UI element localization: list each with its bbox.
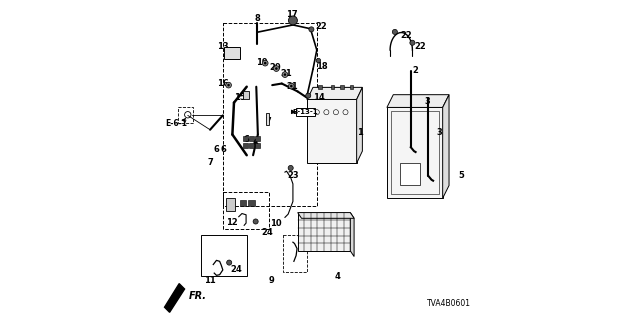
Bar xyxy=(223,23,317,206)
Bar xyxy=(399,163,420,186)
Bar xyxy=(298,212,350,251)
Bar xyxy=(318,85,321,89)
Circle shape xyxy=(289,83,294,89)
Text: 6: 6 xyxy=(253,139,259,148)
Text: 10: 10 xyxy=(269,219,281,228)
Text: 1: 1 xyxy=(357,128,363,137)
Text: 6: 6 xyxy=(221,145,227,154)
Bar xyxy=(249,143,254,148)
Text: 22: 22 xyxy=(415,42,426,52)
Text: 13: 13 xyxy=(217,42,228,52)
Text: 23: 23 xyxy=(287,171,299,180)
Circle shape xyxy=(284,73,286,76)
Text: B-13-1: B-13-1 xyxy=(292,109,318,115)
Text: 9: 9 xyxy=(269,276,275,285)
Text: 18: 18 xyxy=(316,62,328,71)
Text: 11: 11 xyxy=(204,276,216,285)
Circle shape xyxy=(262,60,268,66)
Text: FR.: FR. xyxy=(189,292,207,301)
Bar xyxy=(226,197,235,211)
Text: 14: 14 xyxy=(314,93,325,102)
Circle shape xyxy=(275,67,278,70)
Circle shape xyxy=(309,27,314,32)
Text: 2: 2 xyxy=(413,66,419,75)
Text: 5: 5 xyxy=(459,171,465,180)
Text: 12: 12 xyxy=(227,218,238,227)
Circle shape xyxy=(227,84,230,86)
Bar xyxy=(349,85,353,89)
Polygon shape xyxy=(298,212,354,218)
Polygon shape xyxy=(387,95,449,108)
Text: 7: 7 xyxy=(266,116,271,126)
Polygon shape xyxy=(164,284,184,312)
Text: 16: 16 xyxy=(217,79,228,88)
Circle shape xyxy=(392,29,397,35)
Text: 20: 20 xyxy=(269,63,281,72)
Text: 8: 8 xyxy=(254,14,260,23)
Text: 6: 6 xyxy=(214,145,220,154)
Text: 7: 7 xyxy=(207,158,213,167)
Bar xyxy=(266,113,269,125)
Bar xyxy=(200,235,246,276)
Bar xyxy=(284,235,307,271)
Text: 21: 21 xyxy=(280,69,292,78)
Text: 22: 22 xyxy=(400,31,412,40)
Bar xyxy=(330,85,334,89)
Text: 6: 6 xyxy=(243,135,249,144)
Bar xyxy=(391,111,439,195)
Text: E-6-1: E-6-1 xyxy=(165,119,187,128)
Bar xyxy=(243,91,248,100)
Circle shape xyxy=(264,62,266,64)
Polygon shape xyxy=(443,95,449,198)
Bar xyxy=(249,136,254,140)
Polygon shape xyxy=(350,212,354,257)
Bar xyxy=(255,143,260,148)
Text: TVA4B0601: TVA4B0601 xyxy=(428,299,471,308)
Bar xyxy=(248,200,255,205)
Bar xyxy=(178,108,193,123)
FancyBboxPatch shape xyxy=(296,108,315,116)
Circle shape xyxy=(290,85,292,87)
Text: 24: 24 xyxy=(230,265,243,275)
Text: 22: 22 xyxy=(316,22,328,31)
Bar xyxy=(307,100,356,163)
Circle shape xyxy=(306,93,311,98)
Text: 24: 24 xyxy=(261,228,273,237)
Bar xyxy=(387,108,443,198)
Circle shape xyxy=(226,82,232,88)
Text: 21: 21 xyxy=(287,82,298,91)
Circle shape xyxy=(289,16,298,25)
Circle shape xyxy=(316,58,321,63)
Bar xyxy=(255,136,260,140)
Bar xyxy=(223,192,269,228)
Circle shape xyxy=(273,66,279,71)
Text: 19: 19 xyxy=(256,58,268,67)
Bar xyxy=(243,136,248,140)
Text: 17: 17 xyxy=(286,10,298,19)
Text: 3: 3 xyxy=(436,128,442,137)
Bar xyxy=(340,85,344,89)
Bar xyxy=(243,143,248,148)
Polygon shape xyxy=(356,87,362,163)
Bar xyxy=(225,47,240,59)
Text: 15: 15 xyxy=(234,93,246,102)
Circle shape xyxy=(282,72,288,77)
Polygon shape xyxy=(307,87,362,100)
Circle shape xyxy=(288,165,293,171)
Circle shape xyxy=(253,219,258,224)
Circle shape xyxy=(227,260,232,265)
Bar xyxy=(240,200,246,205)
Text: 3: 3 xyxy=(425,97,431,106)
Circle shape xyxy=(410,40,415,45)
Text: 4: 4 xyxy=(335,272,340,281)
